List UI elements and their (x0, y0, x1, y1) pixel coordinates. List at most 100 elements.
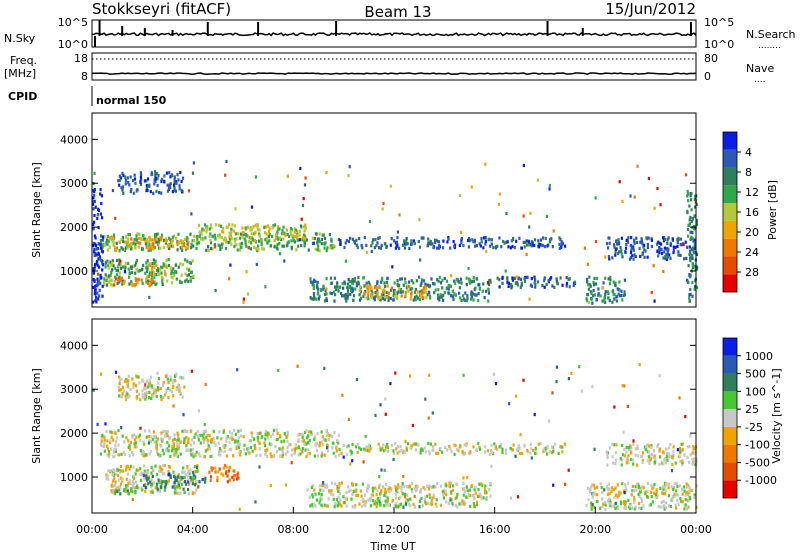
data-cell (372, 489, 375, 493)
data-cell (620, 252, 623, 256)
data-cell (354, 287, 357, 291)
data-cell (630, 457, 633, 461)
data-cell (548, 240, 551, 244)
data-cell (409, 297, 412, 301)
data-cell (194, 479, 198, 483)
data-cell (666, 253, 669, 257)
data-cell (418, 245, 422, 249)
data-cell (652, 491, 656, 495)
data-cell (535, 451, 538, 456)
data-cell (427, 441, 430, 446)
data-cell (175, 453, 178, 457)
data-cell (451, 497, 454, 501)
data-cell (299, 452, 302, 456)
data-cell (313, 236, 316, 241)
data-cell (651, 486, 654, 491)
data-cell (275, 246, 278, 250)
data-cell (186, 467, 189, 471)
data-cell (114, 449, 117, 453)
data-cell (244, 226, 247, 230)
data-cell (360, 494, 363, 498)
colorbar-segment (723, 426, 737, 445)
data-cell (154, 233, 157, 237)
data-cell (354, 445, 357, 449)
data-cell (146, 276, 149, 280)
data-cell (650, 290, 653, 295)
data-cell (392, 294, 395, 298)
data-cell (157, 237, 160, 241)
data-cell (686, 507, 689, 511)
data-cell (398, 283, 401, 288)
data-cell (633, 507, 637, 511)
data-cell (331, 434, 334, 439)
data-cell (129, 190, 132, 194)
data-cell (586, 293, 589, 297)
data-cell (181, 429, 184, 433)
data-cell (196, 469, 199, 473)
data-cell (178, 386, 181, 390)
data-cell (192, 244, 195, 248)
data-cell (281, 455, 284, 459)
data-cell (695, 285, 699, 289)
data-cell (432, 445, 435, 449)
data-cell (625, 461, 628, 465)
data-cell (123, 452, 127, 456)
data-cell (151, 265, 154, 269)
data-cell (484, 239, 487, 243)
data-cell (116, 269, 119, 273)
noise-left-tick-top: 10^5 (58, 16, 88, 29)
data-cell (519, 285, 522, 289)
data-cell (418, 499, 422, 503)
data-cell (248, 451, 251, 455)
data-cell (236, 443, 239, 447)
data-cell (165, 480, 168, 484)
data-cell (192, 441, 195, 445)
data-cell (381, 296, 384, 300)
data-cell (174, 379, 177, 383)
data-cell (647, 450, 650, 454)
data-cell (93, 213, 96, 218)
data-cell (238, 248, 241, 252)
data-cell (310, 430, 313, 434)
data-cell (210, 466, 213, 470)
data-cell (164, 269, 167, 273)
data-cell (364, 504, 367, 508)
data-cell (336, 281, 339, 285)
data-cell (482, 246, 485, 250)
data-cell (326, 449, 330, 453)
data-cell (222, 444, 225, 448)
data-cell (127, 261, 130, 265)
data-cell (421, 278, 424, 282)
data-cell (640, 506, 643, 511)
data-cell (473, 497, 476, 501)
data-cell (383, 288, 386, 292)
data-cell (695, 267, 699, 271)
data-cell (155, 447, 158, 451)
data-cell (619, 493, 622, 497)
data-cell (676, 244, 679, 248)
data-cell (317, 237, 320, 241)
data-cell (530, 244, 533, 248)
data-cell (177, 446, 180, 450)
data-cell (615, 451, 618, 455)
colorbar-segment (723, 409, 737, 427)
data-cell (644, 490, 647, 494)
data-cell (533, 243, 536, 248)
data-cell (595, 499, 598, 504)
data-cell (376, 488, 379, 492)
data-cell (285, 228, 288, 232)
data-cell (603, 488, 606, 492)
data-cell (424, 290, 427, 294)
data-cell (116, 258, 119, 262)
data-cell (399, 277, 402, 281)
data-cell (111, 489, 114, 493)
data-cell (344, 241, 347, 245)
data-cell (587, 287, 590, 291)
data-cell (326, 485, 329, 489)
data-cell (166, 189, 169, 193)
data-cell (406, 242, 409, 246)
data-cell (233, 469, 236, 473)
data-cell (326, 432, 329, 436)
data-cell (97, 297, 100, 301)
data-cell (129, 388, 132, 392)
